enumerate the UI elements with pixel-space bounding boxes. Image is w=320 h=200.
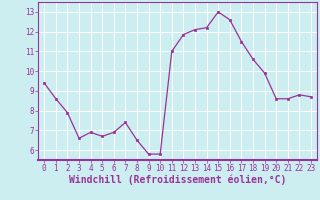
X-axis label: Windchill (Refroidissement éolien,°C): Windchill (Refroidissement éolien,°C) <box>69 175 286 185</box>
